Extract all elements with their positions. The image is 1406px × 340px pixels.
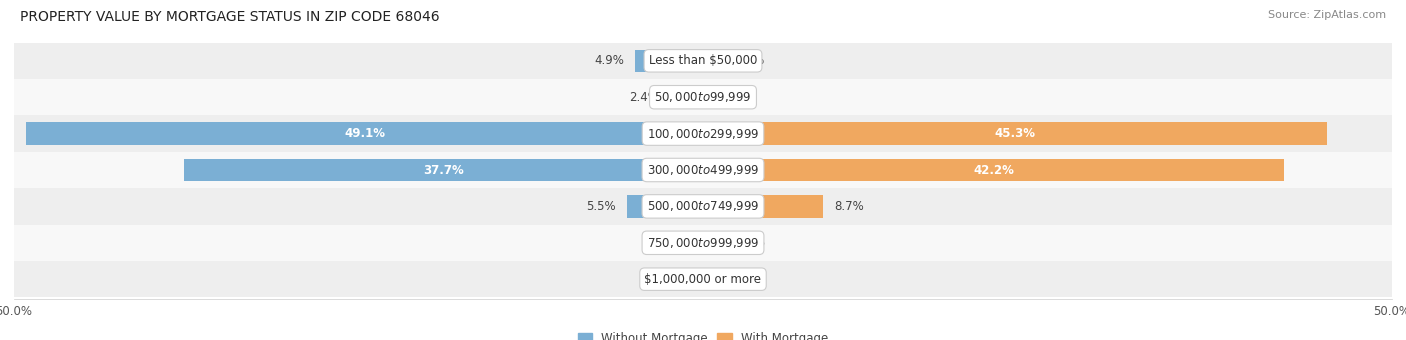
Bar bbox=[703, 268, 716, 290]
Bar bbox=[703, 159, 1285, 181]
Text: 4.9%: 4.9% bbox=[595, 54, 624, 67]
Bar bbox=[14, 188, 1392, 225]
Bar bbox=[14, 261, 1392, 298]
Text: 5.5%: 5.5% bbox=[586, 200, 616, 213]
Text: $100,000 to $299,999: $100,000 to $299,999 bbox=[647, 126, 759, 141]
Text: PROPERTY VALUE BY MORTGAGE STATUS IN ZIP CODE 68046: PROPERTY VALUE BY MORTGAGE STATUS IN ZIP… bbox=[20, 10, 439, 24]
Bar bbox=[703, 195, 823, 218]
Text: $500,000 to $749,999: $500,000 to $749,999 bbox=[647, 199, 759, 214]
Text: $300,000 to $499,999: $300,000 to $499,999 bbox=[647, 163, 759, 177]
Bar bbox=[14, 152, 1392, 188]
Text: 42.2%: 42.2% bbox=[973, 164, 1014, 176]
Text: 45.3%: 45.3% bbox=[994, 127, 1036, 140]
Text: Source: ZipAtlas.com: Source: ZipAtlas.com bbox=[1268, 10, 1386, 20]
Text: Less than $50,000: Less than $50,000 bbox=[648, 54, 758, 67]
Text: 1.6%: 1.6% bbox=[737, 236, 766, 249]
Bar bbox=[14, 225, 1392, 261]
Text: 0.0%: 0.0% bbox=[668, 273, 697, 286]
Bar bbox=[703, 232, 725, 254]
Text: $1,000,000 or more: $1,000,000 or more bbox=[644, 273, 762, 286]
Bar bbox=[636, 50, 703, 72]
Text: 0.94%: 0.94% bbox=[727, 54, 765, 67]
Text: 0.34%: 0.34% bbox=[650, 236, 688, 249]
Bar bbox=[703, 50, 716, 72]
Bar bbox=[703, 86, 709, 108]
Text: 0.37%: 0.37% bbox=[718, 91, 756, 104]
Bar bbox=[184, 159, 703, 181]
Bar bbox=[627, 195, 703, 218]
Bar bbox=[14, 42, 1392, 79]
Bar bbox=[669, 86, 703, 108]
Bar bbox=[14, 79, 1392, 115]
Text: $50,000 to $99,999: $50,000 to $99,999 bbox=[654, 90, 752, 104]
Bar bbox=[14, 115, 1392, 152]
Bar bbox=[703, 122, 1327, 145]
Bar bbox=[27, 122, 703, 145]
Text: 37.7%: 37.7% bbox=[423, 164, 464, 176]
Bar bbox=[699, 232, 703, 254]
Text: 49.1%: 49.1% bbox=[344, 127, 385, 140]
Text: 8.7%: 8.7% bbox=[834, 200, 863, 213]
Text: $750,000 to $999,999: $750,000 to $999,999 bbox=[647, 236, 759, 250]
Text: 2.4%: 2.4% bbox=[628, 91, 659, 104]
Legend: Without Mortgage, With Mortgage: Without Mortgage, With Mortgage bbox=[574, 328, 832, 340]
Text: 0.92%: 0.92% bbox=[727, 273, 763, 286]
